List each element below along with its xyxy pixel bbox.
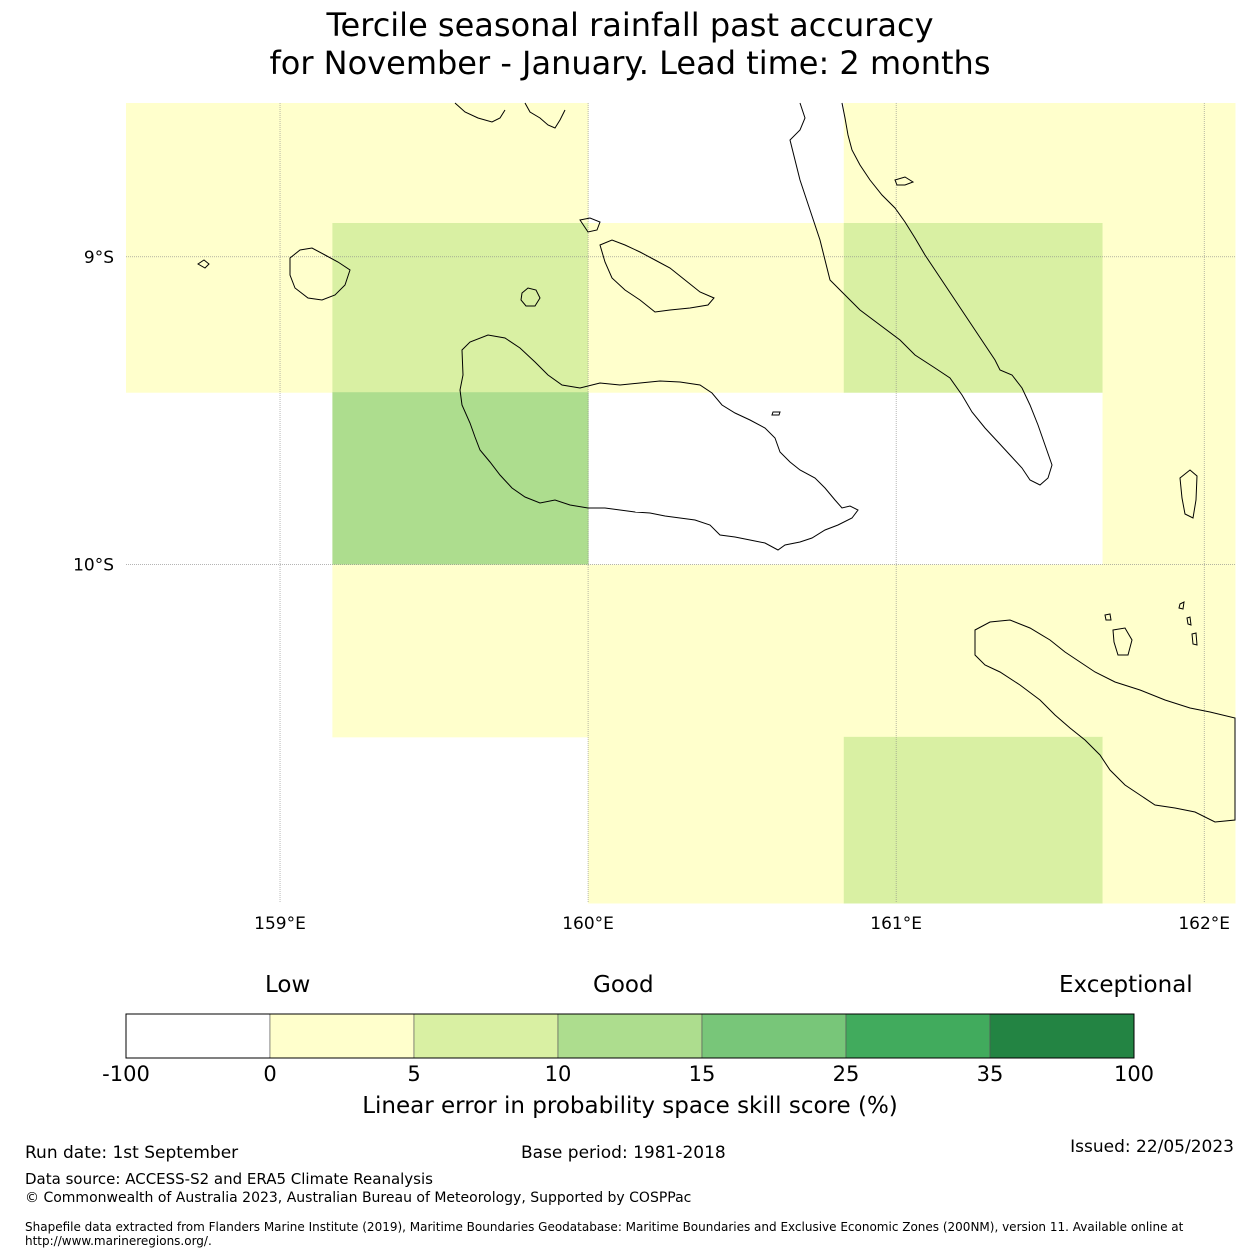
coastline-ulawa xyxy=(1112,627,1133,656)
coastline-nggela-north xyxy=(579,217,601,233)
lat-tick-label: 10°S xyxy=(73,556,114,576)
map-title: Tercile seasonal rainfall past accuracy … xyxy=(0,6,1260,82)
skill-cells xyxy=(126,103,1236,904)
grid-cell-7 xyxy=(843,223,1104,393)
grid-cell-0 xyxy=(126,103,333,224)
lon-tick-label: 159°E xyxy=(254,914,306,934)
grid-cell-9 xyxy=(332,392,589,566)
colorbar-tick-label: 10 xyxy=(544,1062,572,1086)
data-source: Data source: ACCESS-S2 and ERA5 Climate … xyxy=(25,1170,433,1188)
colorbar-segment-4 xyxy=(701,1013,847,1059)
coastline-malaita xyxy=(789,102,1053,486)
coastlines xyxy=(197,102,1236,823)
gridlines xyxy=(126,103,1235,903)
colorbar-segment-6 xyxy=(989,1013,1135,1059)
lon-tick-label: 162°E xyxy=(1178,914,1230,934)
colorbar-tick-label: 0 xyxy=(263,1062,277,1086)
colorbar-segment-1 xyxy=(269,1013,415,1059)
colorbar-label-exceptional: Exceptional xyxy=(1059,972,1193,998)
coastline-islets-east xyxy=(1104,601,1198,646)
grid-cell-11 xyxy=(332,564,589,738)
coastline-small-island-a xyxy=(771,411,781,416)
colorbar-tick-label: 15 xyxy=(688,1062,716,1086)
coastline-savo xyxy=(520,287,541,307)
colorbar-xlabel: Linear error in probability space skill … xyxy=(362,1093,898,1119)
grid-cell-4 xyxy=(126,223,333,393)
title-line-1: Tercile seasonal rainfall past accuracy xyxy=(326,6,934,44)
grid-cell-6 xyxy=(588,223,845,393)
grid-cell-15 xyxy=(588,736,845,904)
grid-cell-8 xyxy=(1102,223,1236,393)
issued-date: Issued: 22/05/2023 xyxy=(1070,1137,1234,1157)
grid-cell-1 xyxy=(332,103,589,224)
coastline-sikaiana xyxy=(1179,469,1198,519)
coastline-guadalcanal xyxy=(459,334,859,551)
lon-tick-label: 160°E xyxy=(562,914,614,934)
coastline-florida-islands xyxy=(599,239,715,313)
colorbar-label-good: Good xyxy=(593,972,654,998)
skill-map: 9°S 10°S 159°E 160°E 161°E 162°E xyxy=(73,102,1236,934)
colorbar-segment-2 xyxy=(413,1013,559,1059)
grid-cell-2 xyxy=(843,103,1104,224)
grid-cell-12 xyxy=(588,564,845,738)
coastline-maramasike xyxy=(894,176,915,186)
colorbar-segment-0 xyxy=(125,1013,271,1059)
colorbar-segment-5 xyxy=(845,1013,991,1059)
shapefile-credit: Shapefile data extracted from Flanders M… xyxy=(25,1220,1184,1248)
axis-labels: 9°S 10°S 159°E 160°E 161°E 162°E xyxy=(73,248,1230,934)
run-date: Run date: 1st September xyxy=(25,1143,239,1163)
base-period: Base period: 1981-2018 xyxy=(521,1143,726,1163)
colorbar-label-low: Low xyxy=(265,972,311,998)
lat-tick-label: 9°S xyxy=(84,248,114,268)
copyright: © Commonwealth of Australia 2023, Austra… xyxy=(25,1190,692,1206)
grid-cell-3 xyxy=(1102,103,1236,224)
coastline-new-georgia-tip xyxy=(454,102,566,129)
colorbar-tick-label: -100 xyxy=(102,1062,150,1086)
colorbar-segment-3 xyxy=(557,1013,703,1059)
colorbar xyxy=(125,1013,1135,1059)
colorbar-border xyxy=(125,1013,1135,1059)
grid-cell-13 xyxy=(843,564,1104,738)
coastline-russell-islet xyxy=(197,259,210,269)
grid-cell-16 xyxy=(843,736,1104,904)
coastline-russell-islands xyxy=(289,247,351,301)
colorbar-tick-label: 5 xyxy=(407,1062,421,1086)
lon-tick-label: 161°E xyxy=(870,914,922,934)
grid-cell-14 xyxy=(1102,564,1236,738)
grid-cell-17 xyxy=(1102,736,1236,904)
coastline-makira xyxy=(974,619,1236,823)
colorbar-tick-label: 100 xyxy=(1113,1062,1155,1086)
colorbar-tick-label: 25 xyxy=(832,1062,860,1086)
grid-cell-10 xyxy=(1102,392,1236,566)
colorbar-tick-label: 35 xyxy=(976,1062,1004,1086)
title-line-2: for November - January. Lead time: 2 mon… xyxy=(269,44,991,82)
grid-cell-5 xyxy=(332,223,589,393)
